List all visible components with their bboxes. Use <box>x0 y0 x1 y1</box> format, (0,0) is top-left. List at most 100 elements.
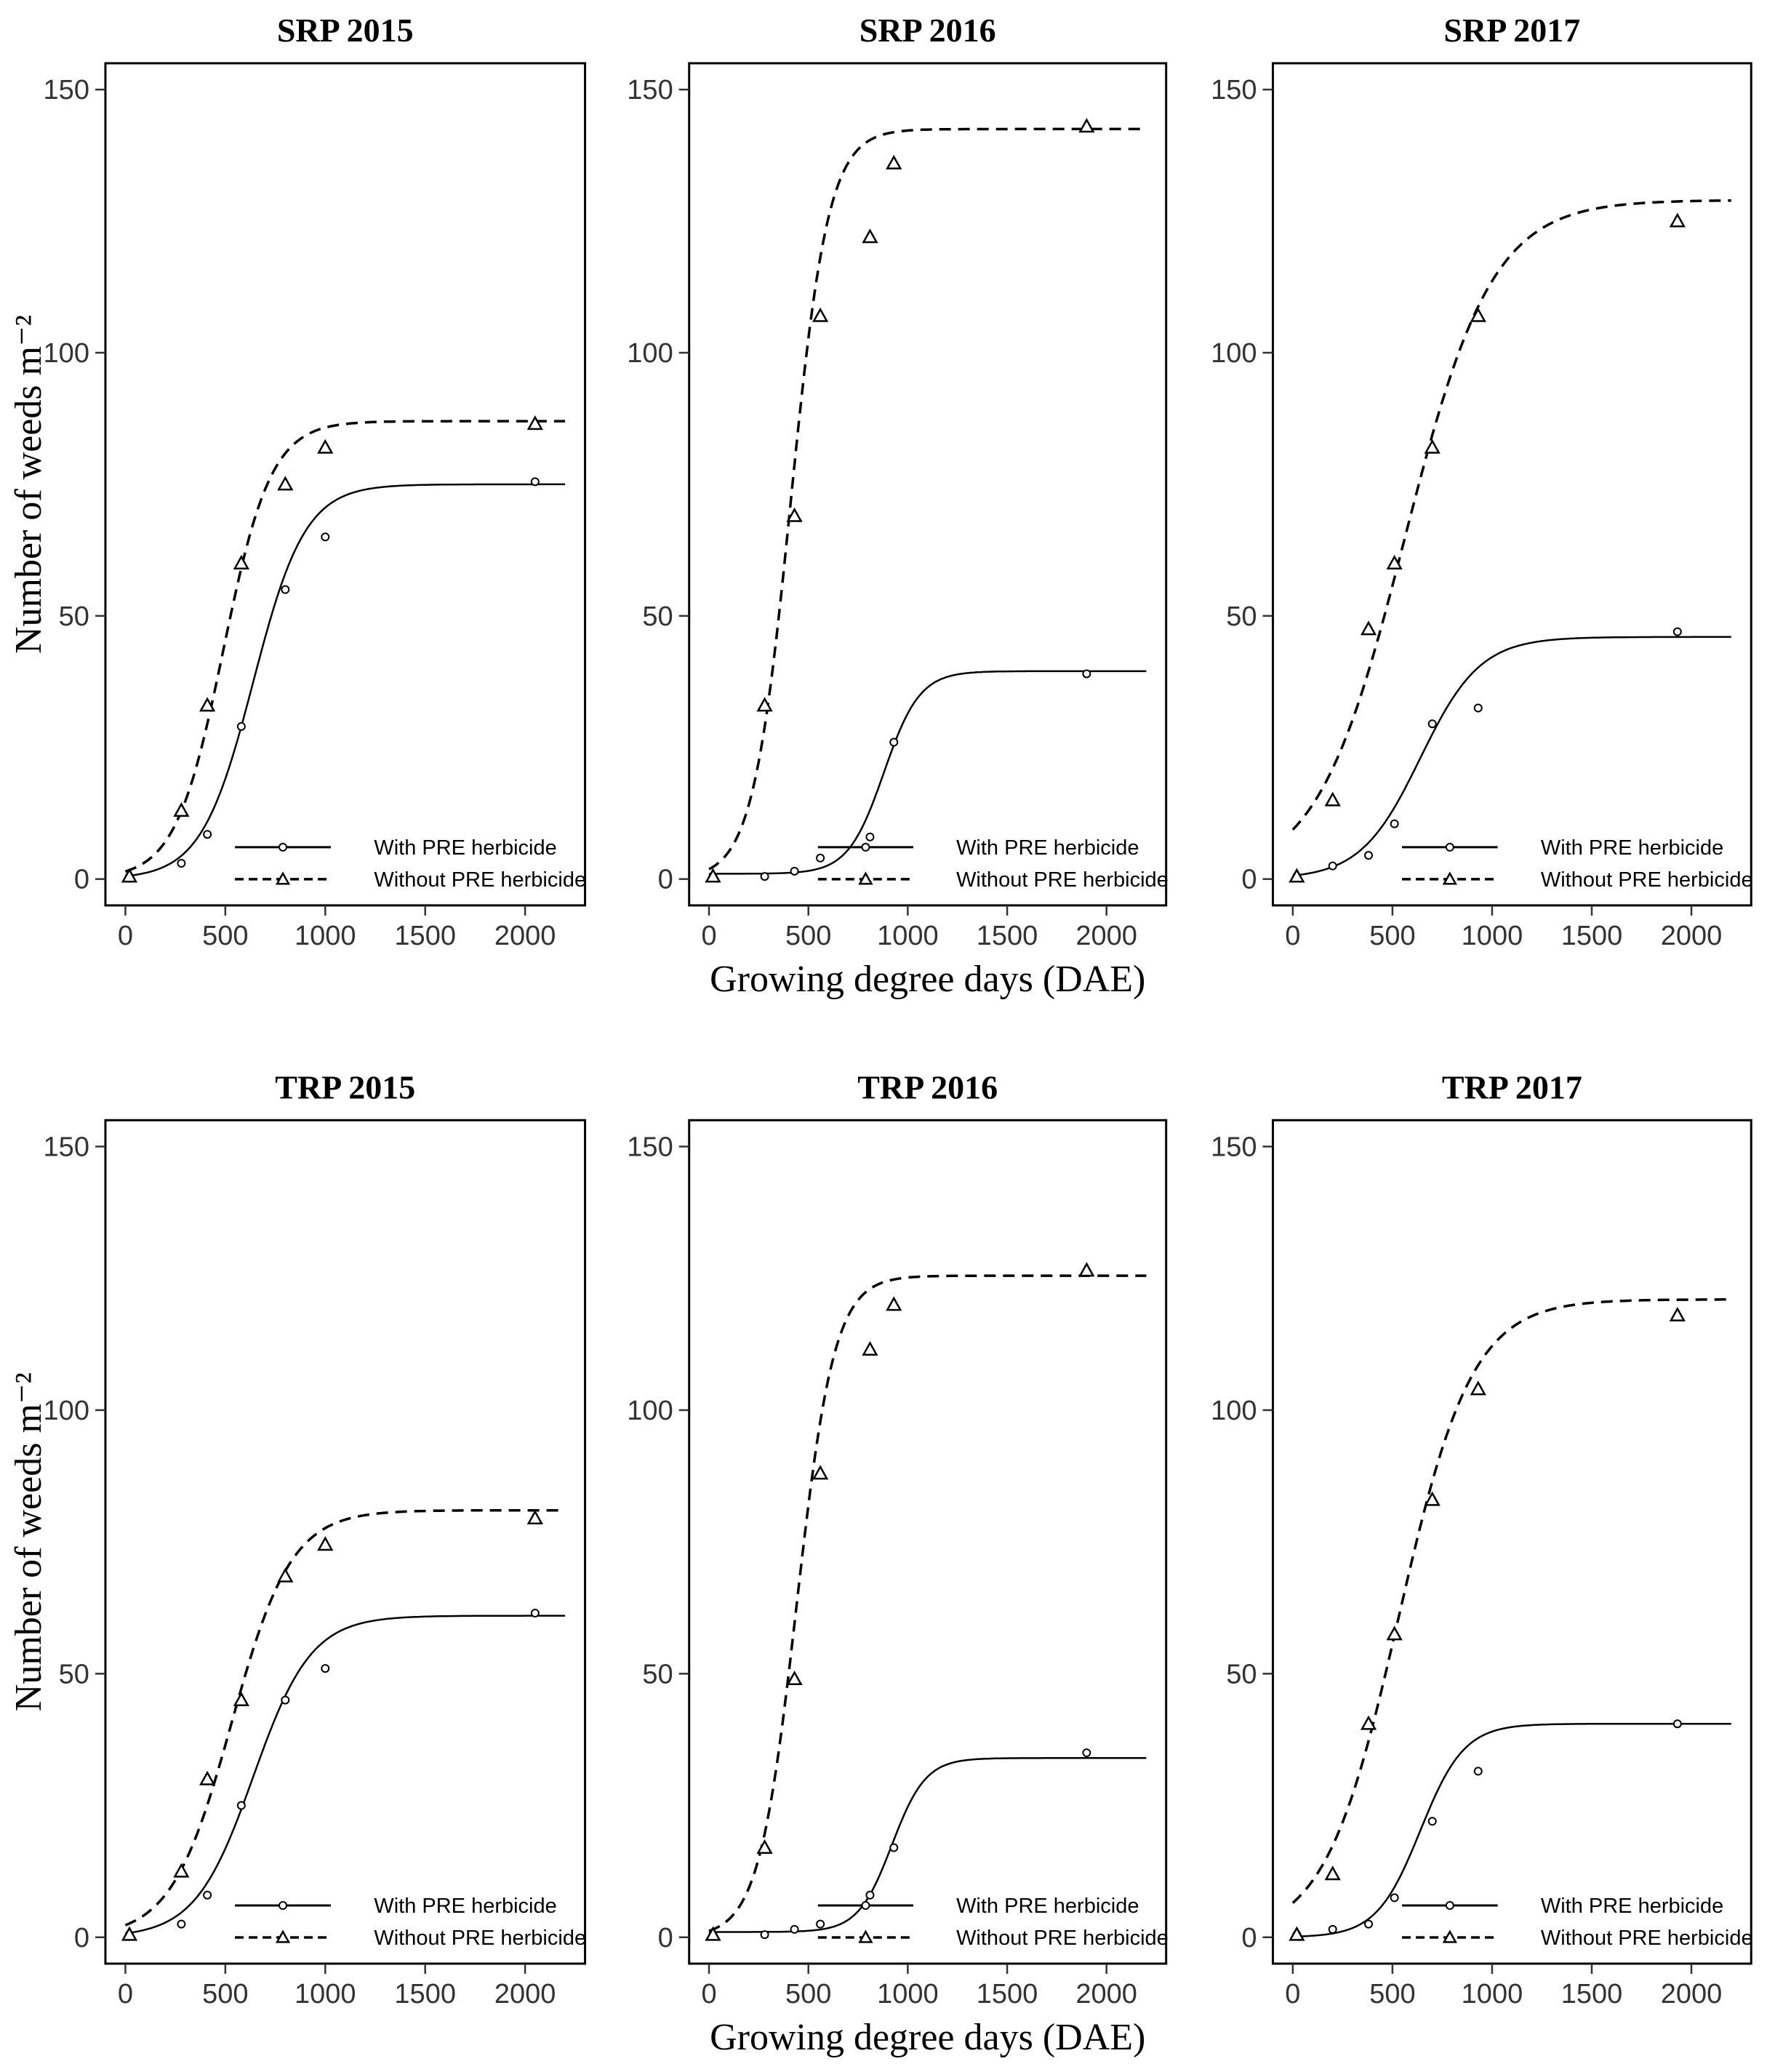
legend-label: Without PRE herbicide <box>956 1927 1169 1950</box>
legend-triangle-marker <box>1442 871 1457 885</box>
legend-label: Without PRE herbicide <box>1541 868 1753 892</box>
without-pre-point <box>1470 1380 1486 1396</box>
with-pre-point <box>865 832 875 841</box>
with-pre-point <box>790 866 799 876</box>
x-tick-label: 1000 <box>877 1979 939 2009</box>
with-pre-point <box>1427 719 1437 729</box>
y-axis-title: Number of weeds m⁻² <box>8 315 49 654</box>
with-pre-point <box>236 721 246 731</box>
with-pre-point <box>760 1930 769 1940</box>
y-tick-label: 50 <box>59 601 89 632</box>
with-pre-point <box>530 477 540 487</box>
with-pre-point <box>816 853 825 863</box>
x-tick-label: 0 <box>1285 921 1300 951</box>
plot-frame <box>104 1119 587 1965</box>
x-tick-label: 1500 <box>394 1979 456 2009</box>
without-pre-point <box>199 1770 216 1785</box>
with-pre-fit-line <box>709 1757 1147 1933</box>
without-pre-point <box>317 439 334 454</box>
x-tick-label: 1500 <box>977 921 1038 951</box>
y-tick-label: 150 <box>1211 1132 1257 1163</box>
with-pre-point <box>1328 861 1337 871</box>
y-tick-label: 50 <box>1226 601 1257 632</box>
without-pre-point <box>786 507 803 522</box>
legend-circle-marker <box>1445 842 1454 852</box>
with-pre-point <box>1390 1893 1399 1903</box>
with-pre-point <box>1473 703 1483 713</box>
with-pre-point <box>1082 1748 1091 1758</box>
legend-label: With PRE herbicide <box>956 1895 1139 1918</box>
without-pre-point <box>786 1671 803 1686</box>
x-tick-label: 500 <box>1369 1979 1415 2009</box>
x-tick-label: 2000 <box>494 921 556 951</box>
legend-label: Without PRE herbicide <box>956 868 1169 892</box>
without-pre-fit-line <box>708 127 1147 871</box>
x-tick-label: 2000 <box>494 1979 556 2009</box>
y-tick-label: 100 <box>1211 338 1257 369</box>
panel-title: TRP 2017 <box>1442 1068 1582 1105</box>
x-tick-label: 2000 <box>1075 921 1137 951</box>
without-pre-point <box>1669 212 1686 228</box>
without-pre-point <box>1324 791 1341 807</box>
without-pre-point <box>526 1509 543 1524</box>
without-pre-point <box>1424 439 1441 454</box>
with-pre-point <box>865 1890 875 1900</box>
with-pre-point <box>1473 1767 1483 1776</box>
with-pre-point <box>530 1608 540 1617</box>
with-pre-fit-line <box>125 483 566 878</box>
without-pre-point <box>1386 1625 1403 1641</box>
plot-frame <box>1271 62 1752 907</box>
plot-frame <box>688 1119 1168 1965</box>
legend-circle-marker <box>861 842 870 852</box>
y-tick-label: 100 <box>1211 1396 1257 1426</box>
x-tick-label: 0 <box>118 1979 133 2009</box>
without-pre-point <box>1289 1926 1305 1941</box>
y-tick-label: 150 <box>1211 75 1257 105</box>
without-pre-point <box>886 154 902 169</box>
y-tick-label: 50 <box>59 1659 89 1689</box>
without-pre-fit-line <box>1291 199 1731 831</box>
x-tick-label: 1500 <box>394 921 456 951</box>
x-tick-label: 500 <box>1369 921 1415 951</box>
legend-label: With PRE herbicide <box>1541 1895 1723 1918</box>
without-pre-point <box>886 1296 902 1311</box>
legend-circle-marker <box>279 842 288 852</box>
x-tick-label: 500 <box>202 1979 248 2009</box>
panel-title: SRP 2017 <box>1443 12 1580 49</box>
with-pre-point <box>1364 1919 1374 1929</box>
x-tick-label: 2000 <box>1661 1979 1723 2009</box>
without-pre-point <box>705 1926 721 1941</box>
with-pre-point <box>889 1843 899 1852</box>
x-tick-label: 1000 <box>877 921 939 951</box>
with-pre-point <box>321 1664 330 1673</box>
legend-label: With PRE herbicide <box>374 836 556 860</box>
with-pre-point <box>1672 1719 1682 1729</box>
with-pre-point <box>177 1919 186 1929</box>
legend-triangle-marker <box>275 1929 291 1943</box>
panel-title: TRP 2015 <box>275 1068 415 1105</box>
without-pre-point <box>317 1536 334 1551</box>
y-tick-label: 50 <box>1226 1659 1257 1689</box>
y-tick-label: 0 <box>74 1923 89 1953</box>
legend-triangle-marker <box>1442 1929 1457 1943</box>
x-axis-title: Growing degree days (DAE) <box>710 959 1145 1000</box>
with-pre-point <box>236 1801 246 1810</box>
panel-title: SRP 2016 <box>860 12 996 49</box>
x-tick-label: 1500 <box>977 1979 1038 2009</box>
panel-trp-2017: TRP 2017 0 500 1000 1500 2000 0 50 100 150 With PR… <box>1211 1068 1753 2009</box>
with-pre-point <box>1390 819 1399 828</box>
with-pre-point <box>790 1924 799 1934</box>
y-tick-label: 150 <box>44 1132 89 1163</box>
x-tick-label: 1000 <box>294 1979 356 2009</box>
without-pre-point <box>1324 1865 1341 1881</box>
legend-label: Without PRE herbicide <box>374 868 586 892</box>
with-pre-point <box>760 872 769 881</box>
legend-label: Without PRE herbicide <box>1541 1927 1753 1950</box>
without-pre-point <box>812 307 829 322</box>
y-tick-label: 0 <box>658 865 673 895</box>
without-pre-point <box>1386 554 1403 569</box>
panel-title: SRP 2015 <box>277 12 414 49</box>
x-tick-label: 2000 <box>1075 1979 1137 2009</box>
with-pre-point <box>1672 627 1682 636</box>
